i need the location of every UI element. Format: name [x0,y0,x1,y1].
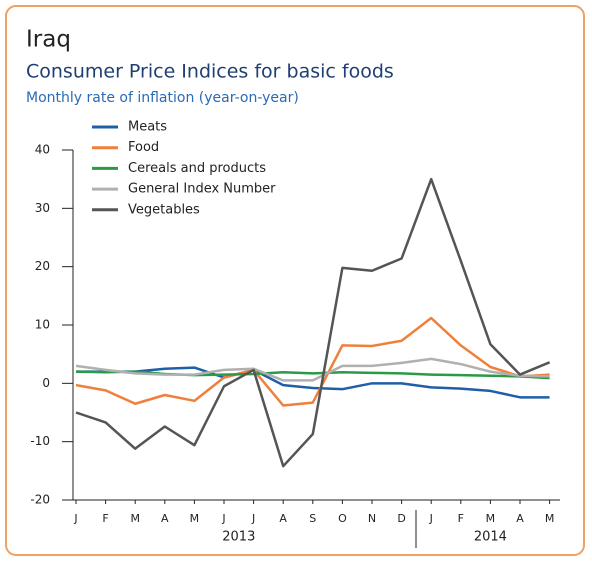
y-tick-label: 20 [35,259,50,273]
series-line [76,366,550,399]
y-tick-label: -20 [30,493,50,507]
x-tick-label: S [309,512,316,525]
y-tick-label: 10 [35,318,50,332]
legend-label: General Index Number [128,182,276,197]
x-tick-label: J [251,512,255,525]
y-tick-label: 40 [35,143,50,157]
legend-label: Food [128,140,159,155]
x-tick-label: O [338,512,347,525]
x-tick-label: A [516,512,524,525]
x-tick-label: J [221,512,225,525]
y-tick-label: 30 [35,201,50,215]
series-line [75,316,550,407]
series-line [75,177,551,468]
x-tick-label: M [545,512,555,525]
x-tick-label: M [130,512,140,525]
y-tick-label: -10 [30,434,50,448]
year-label: 2013 [222,530,255,545]
y-axis-label: Monthly rate of inflation (year-on-year) [26,90,299,106]
chart-title: Iraq [26,27,71,53]
legend-label: Meats [128,120,167,135]
legend-label: Cereals and products [128,161,266,176]
x-tick-label: N [368,512,376,525]
x-tick-label: M [190,512,200,525]
year-label: 2014 [474,530,507,545]
chart-subtitle: Consumer Price Indices for basic foods [26,61,394,83]
x-tick-label: A [279,512,287,525]
series-line [75,357,550,382]
x-tick-label: J [429,512,433,525]
legend-label: Vegetables [128,202,200,217]
x-tick-label: J [73,512,77,525]
x-tick-label: M [486,512,496,525]
x-tick-label: D [397,512,405,525]
x-tick-label: A [161,512,169,525]
x-tick-label: F [102,512,108,525]
x-tick-label: F [458,512,464,525]
y-tick-label: 0 [42,376,50,390]
frame [5,5,585,556]
